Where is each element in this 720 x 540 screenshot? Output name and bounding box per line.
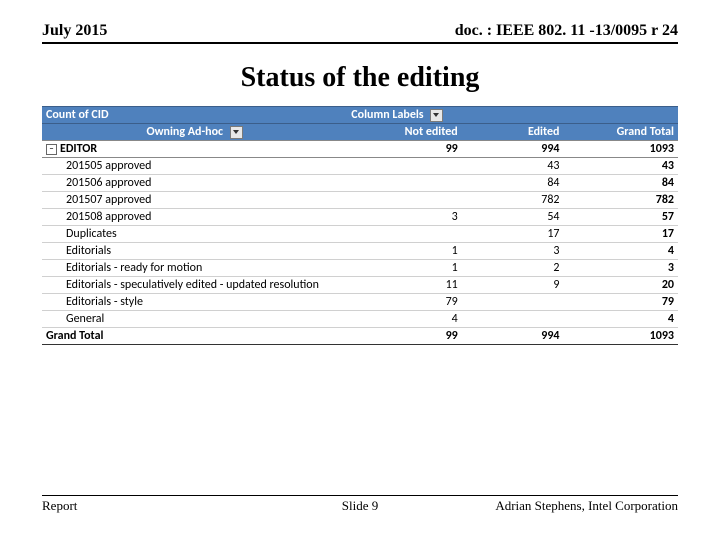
table-row: 201506 approved 8484 bbox=[42, 175, 678, 192]
row-label: Editorials - ready for motion bbox=[42, 260, 347, 277]
col-edited: Edited bbox=[462, 124, 564, 141]
row-edited: 782 bbox=[462, 192, 564, 209]
row-grand-total: 3 bbox=[564, 260, 679, 277]
grand-not-edited: 99 bbox=[347, 328, 461, 345]
grand-total-label: Grand Total bbox=[42, 328, 347, 345]
editor-not-edited: 99 bbox=[347, 141, 461, 158]
header-right: doc. : IEEE 802. 11 -13/0095 r 24 bbox=[455, 22, 678, 40]
row-not-edited bbox=[347, 158, 461, 175]
row-not-edited bbox=[347, 192, 461, 209]
row-edited: 2 bbox=[462, 260, 564, 277]
row-edited: 9 bbox=[462, 277, 564, 294]
collapse-icon[interactable]: – bbox=[46, 144, 57, 155]
col-not-edited: Not edited bbox=[347, 124, 461, 141]
row-label: Editorials - style bbox=[42, 294, 347, 311]
pivot-header-row-2: Owning Ad-hoc Not edited Edited Grand To… bbox=[42, 124, 678, 141]
table-row: Duplicates 1717 bbox=[42, 226, 678, 243]
row-grand-total: 57 bbox=[564, 209, 679, 226]
row-edited: 84 bbox=[462, 175, 564, 192]
owning-adhoc-cell: Owning Ad-hoc bbox=[42, 124, 347, 141]
row-edited: 3 bbox=[462, 243, 564, 260]
row-grand-total: 782 bbox=[564, 192, 679, 209]
grand-grand-total: 1093 bbox=[564, 328, 679, 345]
table-row: Editorials - speculatively edited - upda… bbox=[42, 277, 678, 294]
pivot-header-row-1: Count of CID Column Labels bbox=[42, 107, 678, 124]
row-grand-total: 43 bbox=[564, 158, 679, 175]
row-grand-total: 79 bbox=[564, 294, 679, 311]
row-edited: 17 bbox=[462, 226, 564, 243]
row-grand-total: 84 bbox=[564, 175, 679, 192]
row-label: Editorials bbox=[42, 243, 347, 260]
editor-edited: 994 bbox=[462, 141, 564, 158]
table-row: Editorials134 bbox=[42, 243, 678, 260]
grand-total-row: Grand Total 99 994 1093 bbox=[42, 328, 678, 345]
row-grand-total: 4 bbox=[564, 311, 679, 328]
owning-adhoc-dropdown-icon[interactable] bbox=[230, 126, 243, 139]
row-edited: 54 bbox=[462, 209, 564, 226]
column-labels-dropdown-icon[interactable] bbox=[430, 109, 443, 122]
table-row: General44 bbox=[42, 311, 678, 328]
row-edited bbox=[462, 294, 564, 311]
row-label: 201505 approved bbox=[42, 158, 347, 175]
row-not-edited: 3 bbox=[347, 209, 461, 226]
table-row: 201508 approved35457 bbox=[42, 209, 678, 226]
pivot-table: Count of CID Column Labels Owning Ad-hoc… bbox=[42, 106, 678, 345]
table-row: 201505 approved 4343 bbox=[42, 158, 678, 175]
row-grand-total: 20 bbox=[564, 277, 679, 294]
slide-footer: Report Slide 9 Adrian Stephens, Intel Co… bbox=[42, 495, 678, 514]
table-row: Editorials - ready for motion123 bbox=[42, 260, 678, 277]
editor-grand-total: 1093 bbox=[564, 141, 679, 158]
row-label: Editorials - speculatively edited - upda… bbox=[42, 277, 347, 294]
row-grand-total: 17 bbox=[564, 226, 679, 243]
editor-label: EDITOR bbox=[60, 142, 97, 156]
header-left: July 2015 bbox=[42, 22, 107, 40]
page-title: Status of the editing bbox=[42, 62, 678, 94]
editor-row: –EDITOR 99 994 1093 bbox=[42, 141, 678, 158]
table-row: Editorials - style7979 bbox=[42, 294, 678, 311]
row-not-edited: 1 bbox=[347, 260, 461, 277]
row-label: General bbox=[42, 311, 347, 328]
column-labels-text: Column Labels bbox=[351, 108, 423, 122]
row-label: Duplicates bbox=[42, 226, 347, 243]
table-row: 201507 approved 782782 bbox=[42, 192, 678, 209]
row-edited: 43 bbox=[462, 158, 564, 175]
slide-header: July 2015 doc. : IEEE 802. 11 -13/0095 r… bbox=[42, 22, 678, 44]
row-not-edited bbox=[347, 175, 461, 192]
column-labels-cell: Column Labels bbox=[347, 107, 461, 124]
grand-edited: 994 bbox=[462, 328, 564, 345]
row-label: 201507 approved bbox=[42, 192, 347, 209]
row-not-edited: 4 bbox=[347, 311, 461, 328]
col-grand-total: Grand Total bbox=[564, 124, 679, 141]
row-not-edited bbox=[347, 226, 461, 243]
count-of-cid-label: Count of CID bbox=[42, 107, 347, 124]
row-not-edited: 1 bbox=[347, 243, 461, 260]
row-not-edited: 79 bbox=[347, 294, 461, 311]
editor-cell: –EDITOR bbox=[42, 141, 347, 158]
row-grand-total: 4 bbox=[564, 243, 679, 260]
row-label: 201506 approved bbox=[42, 175, 347, 192]
row-not-edited: 11 bbox=[347, 277, 461, 294]
owning-adhoc-label: Owning Ad-hoc bbox=[146, 125, 223, 139]
row-label: 201508 approved bbox=[42, 209, 347, 226]
row-edited bbox=[462, 311, 564, 328]
footer-center: Slide 9 bbox=[42, 498, 678, 514]
